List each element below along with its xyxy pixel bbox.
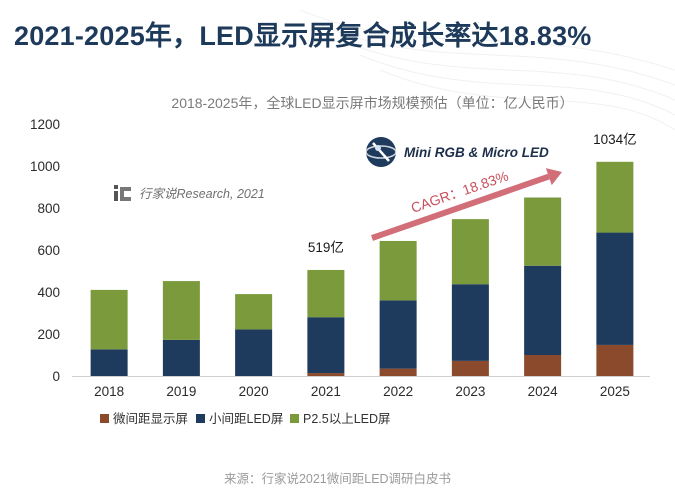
legend-label-2: P2.5以上LED屏 — [303, 412, 391, 426]
bar-segment-micro — [596, 344, 634, 376]
bar-segment-small-pitch — [451, 284, 489, 361]
bar-segment-p25 — [307, 269, 345, 318]
y-tick-label: 1200 — [30, 117, 60, 132]
bar-segment-p25 — [524, 197, 562, 266]
tech-label: Mini RGB & Micro LED — [364, 135, 549, 169]
x-tick-label: 2020 — [239, 384, 269, 399]
source-footer: 来源：行家说2021微间距LED调研白皮书 — [223, 472, 452, 486]
chart-title: 2018-2025年，全球LED显示屏市场规模预估（单位：亿人民币） — [171, 95, 574, 111]
cagr-arrow-head — [545, 168, 562, 186]
bar-segment-micro — [524, 355, 562, 376]
bar-segment-micro — [307, 373, 345, 376]
brand-logo-icon — [114, 184, 133, 201]
tech-label-text: Mini RGB & Micro LED — [404, 144, 549, 160]
bar-segment-small-pitch — [524, 265, 562, 355]
bar-segment-small-pitch — [235, 329, 273, 376]
total-value-label: 1034亿 — [593, 132, 637, 147]
bar-segment-small-pitch — [90, 349, 128, 376]
bar-segment-small-pitch — [596, 232, 634, 345]
y-tick-label: 1000 — [30, 159, 60, 174]
page-headline: 2021-2025年，LED显示屏复合成长率达18.83% — [14, 21, 592, 51]
watermark-text: 行家说Research, 2021 — [139, 187, 265, 201]
legend-swatch-2 — [290, 414, 299, 423]
y-tick-label: 800 — [37, 201, 60, 216]
bar-segment-p25 — [379, 240, 417, 301]
bar-segment-small-pitch — [379, 300, 417, 369]
bar-segment-micro — [451, 360, 489, 376]
x-tick-label: 2025 — [600, 384, 630, 399]
y-tick-label: 400 — [37, 285, 60, 300]
watermark-logo: 行家说Research, 2021 — [114, 183, 265, 202]
x-tick-label: 2024 — [528, 384, 559, 399]
bar-segment-p25 — [90, 289, 128, 350]
bar-segment-p25 — [162, 281, 200, 340]
cagr-arrow-line — [371, 173, 550, 241]
x-tick-label: 2019 — [166, 384, 196, 399]
legend-swatch-1 — [196, 414, 205, 423]
x-tick-label: 2022 — [383, 384, 413, 399]
bar-segment-small-pitch — [162, 339, 200, 376]
x-tick-label: 2023 — [455, 384, 485, 399]
x-tick-label: 2018 — [94, 384, 124, 399]
bar-segment-p25 — [596, 161, 634, 233]
y-tick-label: 0 — [52, 369, 60, 384]
bar-segment-small-pitch — [307, 317, 345, 374]
bar-segment-p25 — [451, 219, 489, 285]
bar-segment-micro — [379, 368, 417, 376]
y-tick-label: 200 — [37, 327, 60, 342]
legend-swatch-0 — [100, 414, 109, 423]
total-value-label: 519亿 — [308, 240, 344, 255]
x-tick-label: 2021 — [311, 384, 341, 399]
bar-segment-p25 — [235, 294, 273, 330]
legend-label-1: 小间距LED屏 — [209, 412, 283, 426]
y-tick-label: 600 — [37, 243, 60, 258]
legend-label-0: 微间距显示屏 — [113, 412, 188, 426]
globe-icon — [365, 137, 397, 167]
